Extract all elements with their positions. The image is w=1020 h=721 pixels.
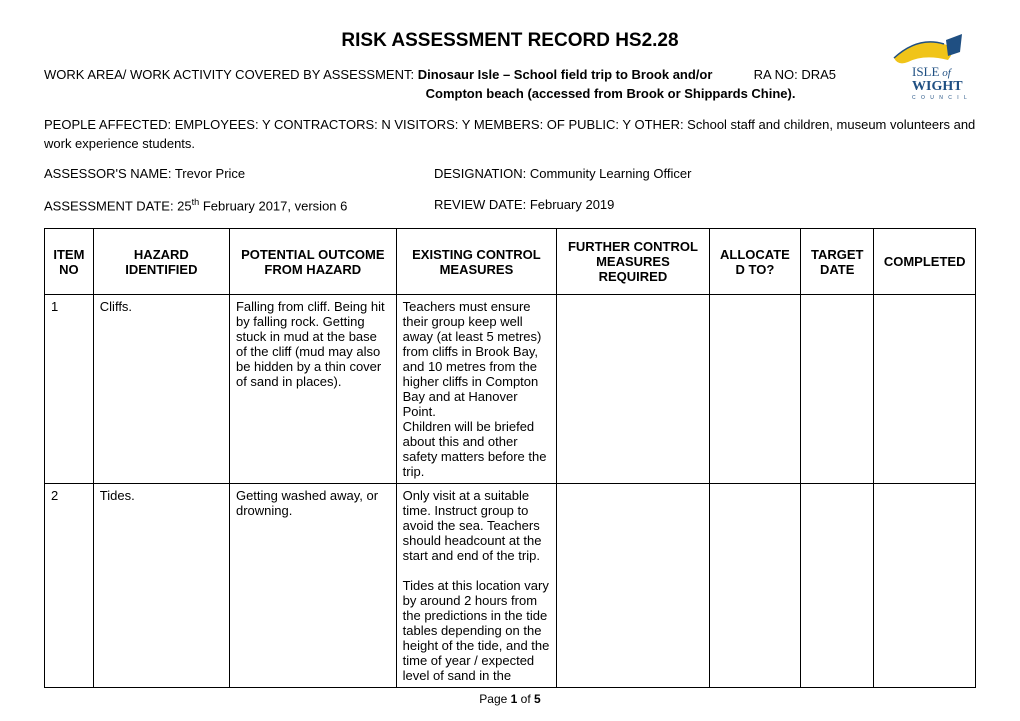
designation-label: DESIGNATION:	[434, 166, 530, 181]
th-hazard: HAZARD IDENTIFIED	[93, 229, 229, 295]
th-alloc: ALLOCATED TO?	[709, 229, 800, 295]
assessment-date-post: February 2017, version 6	[199, 199, 347, 214]
isle-of-wight-logo: ISLE of WIGHT C O U N C I L	[888, 30, 976, 105]
document-title: RISK ASSESSMENT RECORD HS2.28	[44, 30, 976, 52]
cell-target	[801, 484, 874, 688]
footer-prefix: Page	[479, 692, 510, 706]
cell-alloc	[709, 295, 800, 484]
th-target: TARGET DATE	[801, 229, 874, 295]
cell-done	[874, 295, 976, 484]
assessor-cell: ASSESSOR'S NAME: Trevor Price	[44, 165, 434, 184]
work-area-label: WORK AREA/ WORK ACTIVITY COVERED BY ASSE…	[44, 67, 418, 82]
risk-assessment-table: ITEM NO HAZARD IDENTIFIED POTENTIAL OUTC…	[44, 228, 976, 688]
work-area-value-line1: Dinosaur Isle – School field trip to Bro…	[418, 67, 713, 82]
cell-target	[801, 295, 874, 484]
cell-outcome: Getting washed away, or drowning.	[229, 484, 396, 688]
footer-total: 5	[534, 692, 541, 706]
review-date-value: February 2019	[530, 197, 615, 212]
cell-item: 2	[45, 484, 94, 688]
table-header: ITEM NO HAZARD IDENTIFIED POTENTIAL OUTC…	[45, 229, 976, 295]
work-area-row: WORK AREA/ WORK ACTIVITY COVERED BY ASSE…	[44, 66, 976, 104]
cell-alloc	[709, 484, 800, 688]
ra-no-value: DRA5	[801, 67, 836, 82]
header-row: ITEM NO HAZARD IDENTIFIED POTENTIAL OUTC…	[45, 229, 976, 295]
cell-outcome: Falling from cliff. Being hit by falling…	[229, 295, 396, 484]
meta-block: WORK AREA/ WORK ACTIVITY COVERED BY ASSE…	[44, 66, 976, 216]
th-outcome: POTENTIAL OUTCOME FROM HAZARD	[229, 229, 396, 295]
cell-hazard: Cliffs.	[93, 295, 229, 484]
dates-row: ASSESSMENT DATE: 25th February 2017, ver…	[44, 196, 976, 216]
designation-cell: DESIGNATION: Community Learning Officer	[434, 165, 976, 184]
cell-control: Teachers must ensure their group keep we…	[396, 295, 557, 484]
page-footer: Page 1 of 5	[44, 692, 976, 706]
table-row: 1 Cliffs. Falling from cliff. Being hit …	[45, 295, 976, 484]
risk-assessment-page: ISLE of WIGHT C O U N C I L RISK ASSESSM…	[0, 0, 1020, 716]
people-affected-row: PEOPLE AFFECTED: EMPLOYEES: Y CONTRACTOR…	[44, 116, 976, 154]
review-date-label: REVIEW DATE:	[434, 197, 530, 212]
assessment-date-cell: ASSESSMENT DATE: 25th February 2017, ver…	[44, 196, 434, 216]
period: .	[792, 86, 796, 101]
svg-text:ISLE of: ISLE of	[912, 64, 953, 79]
cell-item: 1	[45, 295, 94, 484]
table-body: 1 Cliffs. Falling from cliff. Being hit …	[45, 295, 976, 688]
cell-done	[874, 484, 976, 688]
th-further: FURTHER CONTROL MEASURES REQUIRED	[557, 229, 709, 295]
assessor-label: ASSESSOR'S NAME:	[44, 166, 175, 181]
ra-no-label: RA NO:	[754, 67, 802, 82]
assessor-row: ASSESSOR'S NAME: Trevor Price DESIGNATIO…	[44, 165, 976, 184]
cell-control: Only visit at a suitable time. Instruct …	[396, 484, 557, 688]
work-area-value-line2: Compton beach (accessed from Brook or Sh…	[426, 86, 792, 101]
svg-text:C O U N C I L: C O U N C I L	[912, 95, 969, 101]
th-item: ITEM NO	[45, 229, 94, 295]
assessment-date-label: ASSESSMENT DATE:	[44, 199, 177, 214]
th-control: EXISTING CONTROL MEASURES	[396, 229, 557, 295]
assessment-date-pre: 25	[177, 199, 191, 214]
footer-middle: of	[517, 692, 534, 706]
table-row: 2 Tides. Getting washed away, or drownin…	[45, 484, 976, 688]
th-done: COMPLETED	[874, 229, 976, 295]
review-date-cell: REVIEW DATE: February 2019	[434, 196, 976, 216]
cell-further	[557, 295, 709, 484]
logo-svg: ISLE of WIGHT C O U N C I L	[888, 30, 976, 102]
svg-text:WIGHT: WIGHT	[912, 79, 963, 94]
cell-hazard: Tides.	[93, 484, 229, 688]
designation-value: Community Learning Officer	[530, 166, 692, 181]
cell-further	[557, 484, 709, 688]
assessor-value: Trevor Price	[175, 166, 245, 181]
